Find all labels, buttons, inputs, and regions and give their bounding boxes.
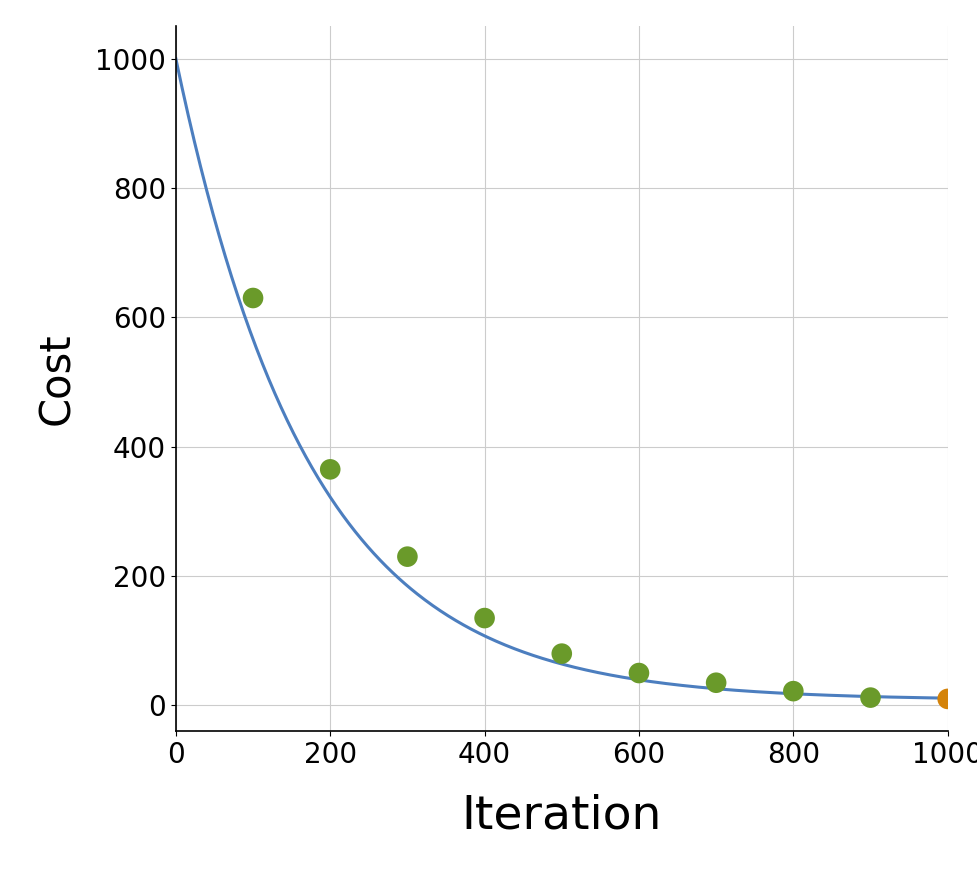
X-axis label: Iteration: Iteration xyxy=(461,794,662,839)
Point xyxy=(554,647,570,661)
Point xyxy=(400,550,415,564)
Point xyxy=(708,676,724,690)
Point xyxy=(322,463,338,477)
Point xyxy=(786,684,801,698)
Point xyxy=(631,666,647,680)
Point xyxy=(245,291,261,305)
Point xyxy=(477,611,492,626)
Point xyxy=(940,692,956,706)
Y-axis label: Cost: Cost xyxy=(36,332,78,426)
Point xyxy=(863,691,878,705)
